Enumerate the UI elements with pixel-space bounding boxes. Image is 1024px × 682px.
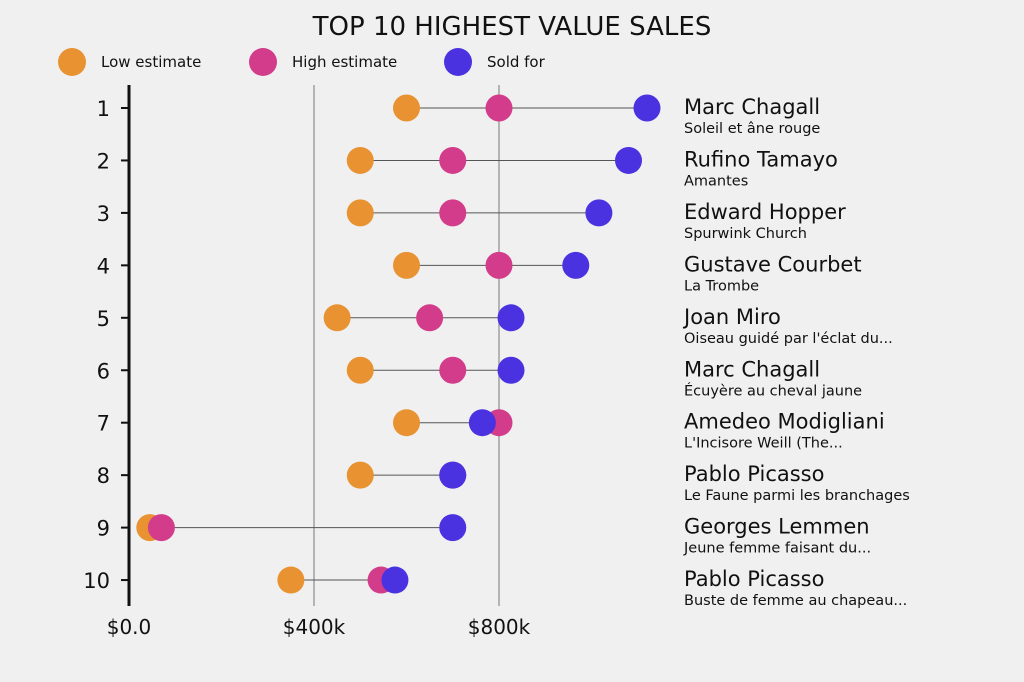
low-dot	[277, 566, 305, 594]
row: 4 Gustave Courbet La Trombe	[97, 251, 862, 294]
high-dot	[439, 146, 467, 174]
legend-label-sold: Sold for	[487, 53, 546, 71]
row: 1 Marc Chagall Soleil et âne rouge	[97, 94, 820, 137]
x-tick-label: $400k	[283, 615, 346, 639]
rank-label: 5	[97, 307, 110, 331]
artist-name: Georges Lemmen	[684, 515, 870, 539]
gridlines	[313, 85, 500, 606]
low-dot	[393, 251, 420, 279]
rank-label: 3	[97, 202, 110, 226]
sold-dot	[497, 356, 525, 384]
legend-label-high: High estimate	[292, 53, 397, 71]
low-dot	[346, 461, 374, 489]
legend: Low estimate High estimate Sold for	[58, 48, 546, 76]
high-dot	[416, 304, 444, 332]
x-tick-label: $0.0	[107, 615, 152, 639]
high-dot	[485, 251, 513, 279]
high-dot	[485, 94, 513, 122]
artwork-title: Écuyère au cheval jaune	[684, 382, 862, 399]
artist-name: Pablo Picasso	[684, 462, 824, 486]
artist-name: Marc Chagall	[684, 357, 820, 381]
rank-label: 6	[97, 359, 110, 383]
artwork-title: Oiseau guidé par l'éclat du...	[684, 331, 893, 347]
sold-dot	[439, 461, 467, 489]
artist-name: Pablo Picasso	[684, 567, 824, 591]
sold-dot	[439, 514, 467, 542]
legend-label-low: Low estimate	[101, 53, 201, 71]
sold-dot	[615, 146, 642, 174]
row: 10 Pablo Picasso Buste de femme au chapeau…	[83, 566, 907, 609]
rank-label: 9	[97, 517, 110, 541]
rank-label: 4	[97, 254, 110, 278]
rank-label: 8	[97, 464, 110, 488]
row: 5 Joan Miro Oiseau guidé par l'éclat du...	[97, 304, 893, 347]
low-dot	[346, 356, 374, 384]
sold-dot	[562, 251, 590, 279]
artwork-title: Amantes	[684, 173, 748, 189]
x-tick-label: $800k	[468, 615, 531, 639]
rank-label: 10	[83, 569, 110, 593]
artist-name: Amedeo Modigliani	[684, 410, 885, 434]
artwork-title: Buste de femme au chapeau...	[684, 593, 907, 609]
legend-swatch-low	[58, 48, 86, 76]
rank-label: 2	[97, 149, 110, 173]
sold-dot	[497, 304, 525, 332]
artist-name: Joan Miro	[682, 305, 781, 329]
row: 7 Amedeo Modigliani L'Incisore Weill (The.…	[97, 409, 885, 452]
low-dot	[323, 304, 351, 332]
high-dot	[439, 356, 467, 384]
sold-dot	[381, 566, 409, 594]
artwork-title: Soleil et âne rouge	[684, 121, 820, 137]
artist-name: Marc Chagall	[684, 95, 820, 119]
artist-name: Gustave Courbet	[684, 252, 862, 276]
row: 3 Edward Hopper Spurwink Church	[97, 199, 846, 242]
artist-name: Edward Hopper	[684, 200, 846, 224]
rows: 1 Marc Chagall Soleil et âne rouge 2 Rufino …	[83, 94, 910, 609]
row: 8 Pablo Picasso Le Faune parmi les brancha…	[97, 461, 910, 504]
high-dot	[147, 514, 175, 542]
x-axis: $0.0 $400k $800k	[107, 85, 531, 639]
artwork-title: La Trombe	[684, 278, 759, 294]
low-dot	[393, 409, 420, 437]
low-dot	[393, 94, 420, 122]
sold-dot	[585, 199, 613, 227]
artist-name: Rufino Tamayo	[684, 147, 838, 171]
low-dot	[346, 146, 374, 174]
rank-label: 1	[97, 97, 110, 121]
chart-title: TOP 10 HIGHEST VALUE SALES	[312, 12, 712, 42]
artwork-title: Spurwink Church	[684, 226, 807, 242]
artwork-title: Le Faune parmi les branchages	[684, 488, 910, 504]
high-dot	[439, 199, 467, 227]
artwork-title: L'Incisore Weill (The...	[684, 436, 843, 452]
artwork-title: Jeune femme faisant du...	[683, 541, 871, 557]
row: 9 Georges Lemmen Jeune femme faisant du...	[97, 514, 871, 557]
legend-swatch-high	[249, 48, 277, 76]
rank-label: 7	[97, 412, 110, 436]
sold-dot	[633, 94, 661, 122]
low-dot	[346, 199, 374, 227]
sold-dot	[468, 409, 496, 437]
row: 2 Rufino Tamayo Amantes	[97, 146, 838, 189]
legend-swatch-sold	[444, 48, 472, 76]
